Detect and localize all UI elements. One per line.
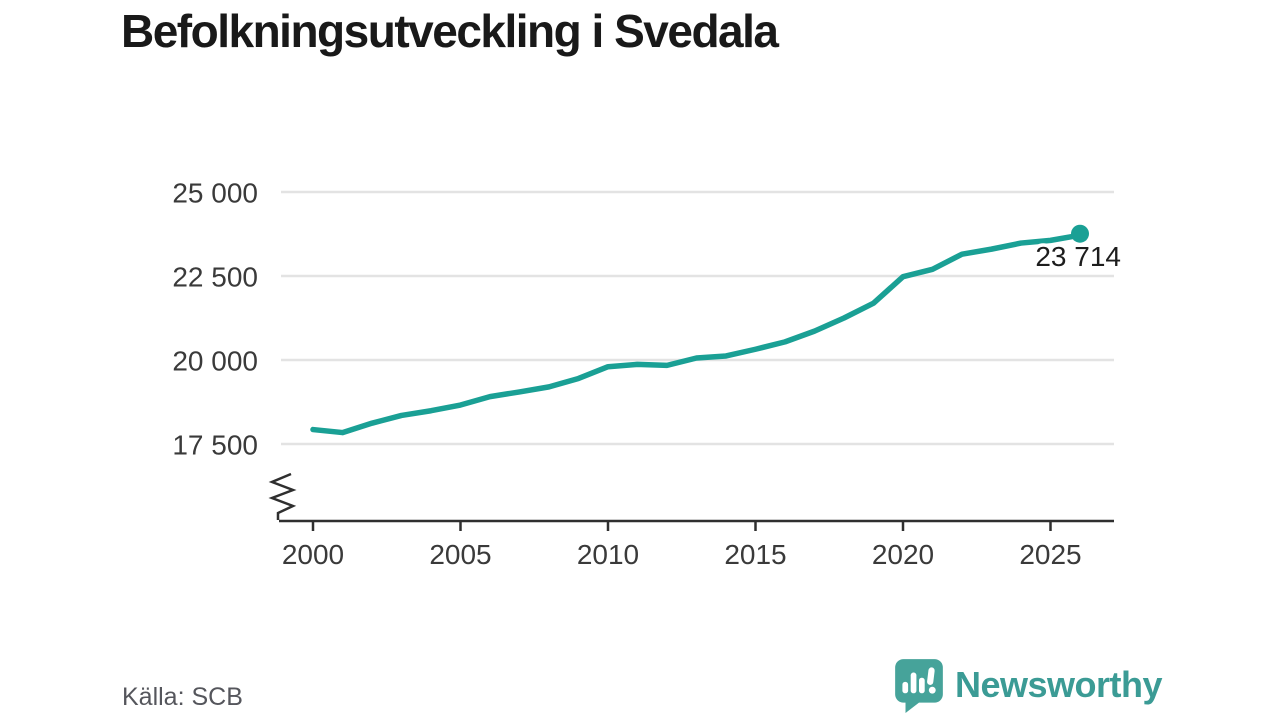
y-tick-label: 17 500 — [172, 430, 258, 461]
y-tick-label: 20 000 — [172, 346, 258, 377]
y-tick-label: 25 000 — [172, 178, 258, 209]
x-tick-label: 2015 — [724, 539, 786, 570]
gridlines — [281, 190, 1114, 446]
newsworthy-wordmark: Newsworthy — [955, 664, 1163, 705]
x-tick-label: 2000 — [282, 539, 344, 570]
source-note: Källa: SCB — [122, 683, 243, 711]
x-tick-label: 2005 — [429, 539, 491, 570]
bar-chart-glyph — [902, 672, 925, 694]
population-line — [310, 232, 1083, 436]
data-series: 23 714 — [310, 224, 1125, 436]
newsworthy-logo[interactable]: Newsworthy — [893, 657, 1163, 713]
x-tick-label: 2025 — [1019, 539, 1081, 570]
newsworthy-speech-bubble-chart-icon — [895, 659, 943, 713]
page-title: Befolkningsutveckling i Svedala — [121, 5, 779, 57]
axis-break-icon — [268, 472, 297, 520]
exclamation-glyph — [927, 667, 936, 694]
x-tick-label: 2020 — [872, 539, 934, 570]
y-tick-label: 22 500 — [172, 262, 258, 293]
latest-value-dot — [1071, 224, 1089, 243]
x-tick-label: 2010 — [577, 539, 639, 570]
latest-value-label: 23 714 — [1035, 241, 1121, 272]
x-axis: 2000 2005 2010 2015 2020 2025 — [268, 472, 1114, 570]
y-axis-labels: 17 500 20 000 22 500 25 000 — [172, 178, 258, 461]
